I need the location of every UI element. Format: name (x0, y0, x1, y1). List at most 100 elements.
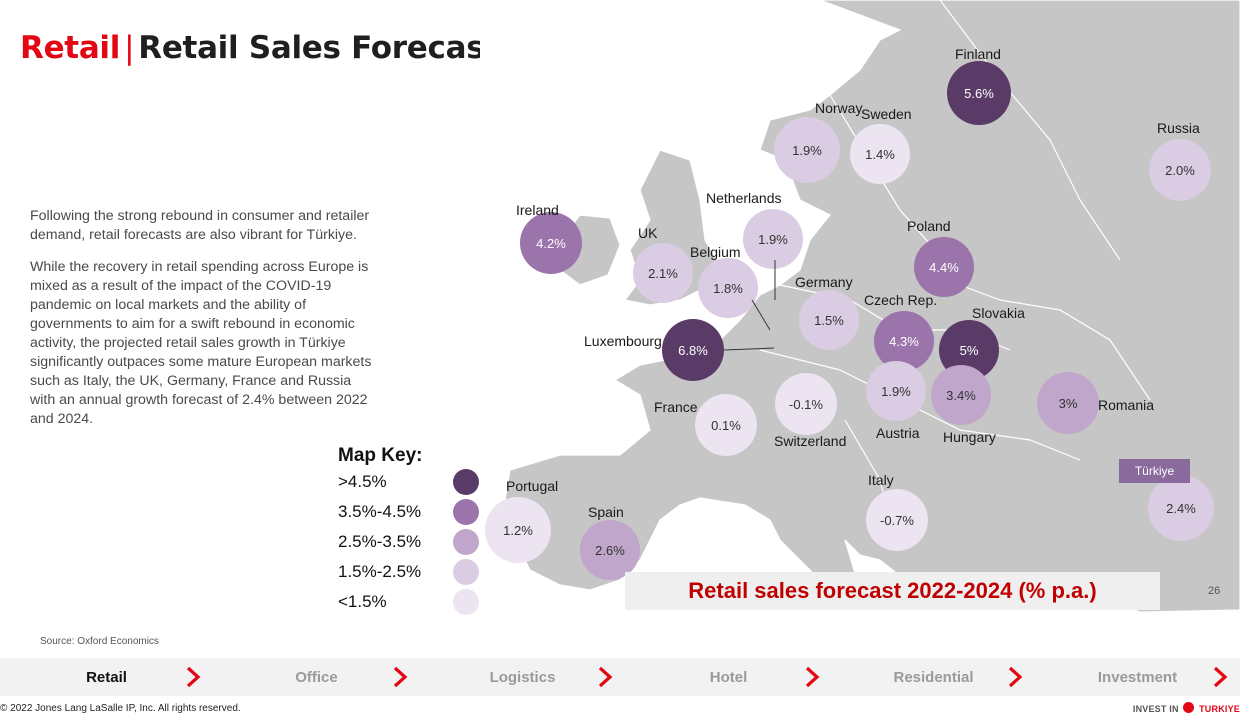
country-label: Hungary (943, 429, 996, 445)
nav-tab-label: Logistics (489, 668, 556, 686)
country-bubbles: 5.6% 1.9% 1.4% 2.0% 4.2% 2.1% 1.9% 1.8% 4.4% 1.5%… (485, 61, 1214, 580)
page-title-separator: | (124, 30, 135, 66)
map-key-label: 1.5%-2.5% (338, 562, 422, 581)
country-bubble (520, 212, 582, 274)
map-key-label: 3.5%-4.5% (338, 502, 422, 521)
country-label: Poland (907, 218, 951, 234)
country-label: Ireland (516, 202, 559, 218)
nav-tab-investment[interactable]: Investment (1035, 658, 1240, 696)
country-label: Belgium (690, 244, 741, 260)
brand-right: TURKIYE (1199, 704, 1240, 714)
country-label: UK (638, 225, 658, 241)
nav-tab-label: Office (295, 668, 338, 686)
country-value: -0.7% (880, 513, 914, 528)
country-value: 2.4% (1166, 501, 1196, 516)
country-label: Sweden (861, 106, 912, 122)
country-label: Russia (1157, 120, 1200, 136)
country-value: -0.1% (789, 397, 823, 412)
map-key: Map Key: >4.5% 3.5%-4.5% 2.5%-3.5% 1.5%-… (338, 445, 488, 621)
country-bubble (1149, 139, 1211, 201)
country-bubble (485, 497, 551, 563)
country-label: Luxembourg (584, 333, 662, 349)
map-key-row: >4.5% (338, 469, 488, 501)
country-label: Norway (815, 100, 862, 116)
brand-logo: INVEST IN TURKIYE (1133, 702, 1240, 714)
map-key-swatch (453, 529, 479, 555)
country-bubble (947, 61, 1011, 125)
country-value: 1.4% (865, 147, 895, 162)
chevron-right-icon (393, 666, 408, 688)
map-key-label: <1.5% (338, 592, 387, 611)
country-bubble (939, 320, 999, 380)
page-number: 26 (1208, 585, 1221, 597)
nav-tab-label: Investment (1097, 668, 1178, 686)
map-key-swatch (453, 499, 479, 525)
nav-tab-logistics[interactable]: Logistics (420, 658, 625, 696)
country-label: France (654, 399, 698, 415)
country-value: 2.1% (648, 266, 678, 281)
nav-tab-residential[interactable]: Residential (832, 658, 1035, 696)
nav-tab-label: Retail (86, 668, 127, 686)
country-bubble (799, 290, 859, 350)
country-bubble (931, 365, 991, 425)
nav-tab-office[interactable]: Office (213, 658, 420, 696)
intro-text: Following the strong rebound in consumer… (30, 207, 375, 429)
country-bubble (695, 394, 757, 456)
country-bubble (774, 117, 840, 183)
source-note: Source: Oxford Economics (40, 636, 159, 647)
country-label: Germany (795, 274, 853, 290)
luxembourg-leader (723, 347, 775, 351)
country-label: Austria (876, 425, 920, 441)
country-label: Italy (868, 472, 894, 488)
nav-tab-label: Residential (893, 668, 974, 686)
chevron-right-icon (186, 666, 201, 688)
country-value: 2.6% (595, 543, 625, 558)
chevron-right-icon (1008, 666, 1023, 688)
country-value: 1.9% (881, 384, 911, 399)
country-bubble (866, 489, 928, 551)
country-bubble (1148, 475, 1214, 541)
country-value: 0.1% (711, 418, 741, 433)
map-key-label: 2.5%-3.5% (338, 532, 422, 551)
country-value: 4.3% (889, 334, 919, 349)
country-bubble (850, 124, 910, 184)
country-bubble (698, 258, 758, 318)
country-label: Slovakia (972, 305, 1025, 321)
country-label: Czech Rep. (864, 292, 937, 308)
country-bubble (866, 361, 926, 421)
chevron-right-icon (1213, 666, 1228, 688)
map-key-row: <1.5% (338, 589, 488, 621)
chevron-right-icon (598, 666, 613, 688)
map-key-title: Map Key: (338, 445, 423, 466)
belgium-leader (751, 299, 771, 331)
europe-map-svg: 5.6% 1.9% 1.4% 2.0% 4.2% 2.1% 1.9% 1.8% 4.4% 1.5%… (480, 0, 1240, 635)
brand-mark-icon (1183, 702, 1195, 713)
map-key-swatch (453, 559, 479, 585)
country-value: 1.5% (814, 313, 844, 328)
map-key-row: 3.5%-4.5% (338, 499, 488, 531)
nav-tab-hotel[interactable]: Hotel (625, 658, 832, 696)
europe-map: 5.6% 1.9% 1.4% 2.0% 4.2% 2.1% 1.9% 1.8% 4.4% 1.5%… (480, 0, 1240, 635)
country-value: 6.8% (678, 343, 708, 358)
country-bubble (580, 520, 640, 580)
turkiye-tag: Türkiye (1119, 459, 1190, 483)
country-value: 1.8% (713, 281, 743, 296)
nav-tab-label: Hotel (709, 668, 748, 686)
page-title-accent: Retail (20, 30, 121, 66)
footer: © 2022 Jones Lang LaSalle IP, Inc. All r… (0, 700, 1240, 720)
country-bubble (633, 243, 693, 303)
country-label: Romania (1098, 397, 1154, 413)
country-value: 1.2% (503, 523, 533, 538)
intro-paragraph-2: While the recovery in retail spending ac… (30, 259, 372, 427)
country-value: 4.4% (929, 260, 959, 275)
intro-paragraph-1: Following the strong rebound in consumer… (30, 208, 370, 243)
country-value: 5.6% (964, 86, 994, 101)
page-title-main: Retail Sales Forecast (138, 30, 499, 66)
country-value: 1.9% (792, 143, 822, 158)
country-bubble (1037, 372, 1099, 434)
country-value: 3% (1059, 396, 1078, 411)
country-label: Portugal (506, 478, 558, 494)
nav-tab-retail[interactable]: Retail (0, 658, 213, 696)
section-nav: Retail Office Logistics Hotel Residentia… (0, 658, 1240, 696)
country-bubble (874, 311, 934, 371)
